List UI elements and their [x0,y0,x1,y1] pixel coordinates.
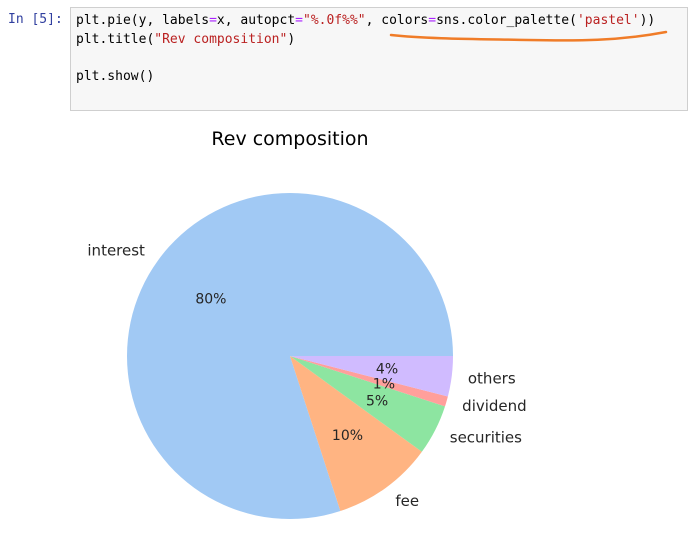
code-token: ) [287,31,296,47]
code-cell-input[interactable]: plt.pie(y, labels=x, autopct="%.0f%%", c… [70,7,688,111]
code-token: )) [639,13,656,28]
code-token: plt.title( [76,31,155,47]
slice-label: securities [450,428,522,446]
slice-label: interest [87,242,145,260]
pie-slice-dividend [290,356,448,407]
hand-drawn-underline [389,30,668,42]
pie-slice-fee [290,356,422,512]
pie-chart: Rev composition interest 80% fee 10% securit… [0,112,690,556]
code-token: 'pastel' [576,13,640,28]
code-token: plt.pie(y, labels [76,13,210,28]
code-token: , colors [365,13,429,28]
code-line: plt.show() [76,68,687,87]
slice-label: fee [395,492,419,510]
pie-slice-securities [290,356,446,452]
slice-percent-label: 4% [376,361,398,377]
slice-percent-label: 1% [373,376,395,392]
cell-prompt: In [5]: [8,12,63,27]
slice-percent-label: 80% [195,292,226,308]
code-token: "Rev composition" [154,31,288,47]
slice-label: dividend [462,397,527,415]
slice-label: others [468,369,516,387]
slice-percent-label: 5% [366,393,388,409]
pie-slice-others [290,356,453,397]
code-token: = [428,13,437,28]
slice-percent-label: 10% [332,428,363,444]
code-token: plt.show() [76,68,155,84]
code-token: = [209,13,217,28]
code-token: = [295,13,303,28]
code-line [76,49,687,68]
code-line: plt.title("Rev composition") [76,31,687,50]
chart-title: Rev composition [211,128,368,150]
code-line: plt.pie(y, labels=x, autopct="%.0f%%", c… [76,12,687,31]
code-token: x, autopct [216,13,296,28]
code-token: sns.color_palette( [436,13,577,28]
code-token: "%.0f%%" [303,13,366,28]
